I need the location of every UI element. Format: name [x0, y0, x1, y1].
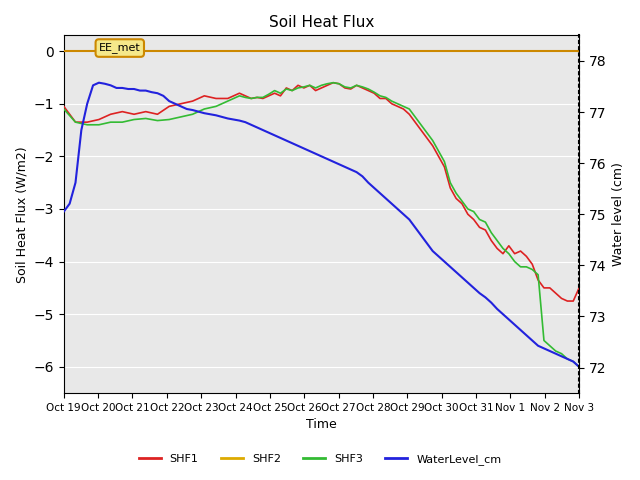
Legend: SHF1, SHF2, SHF3, WaterLevel_cm: SHF1, SHF2, SHF3, WaterLevel_cm: [134, 450, 506, 469]
X-axis label: Time: Time: [306, 419, 337, 432]
Title: Soil Heat Flux: Soil Heat Flux: [269, 15, 374, 30]
Y-axis label: Water level (cm): Water level (cm): [612, 162, 625, 266]
Y-axis label: Soil Heat Flux (W/m2): Soil Heat Flux (W/m2): [15, 146, 28, 283]
Text: EE_met: EE_met: [99, 43, 141, 53]
